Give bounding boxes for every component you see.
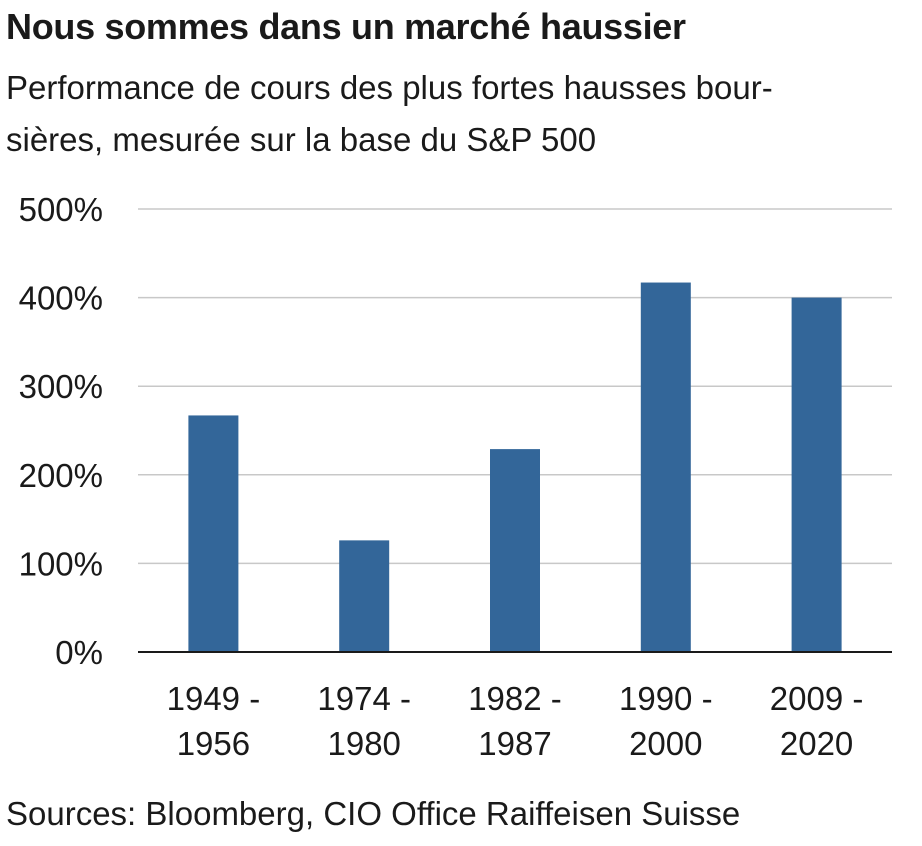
x-tick-label-line: 2000 [629, 725, 702, 762]
y-tick-label: 500% [19, 191, 103, 228]
y-tick-label: 300% [19, 368, 103, 405]
x-tick-label: 1982 - 1987 [468, 680, 562, 762]
bar [640, 282, 691, 652]
x-tick-label-line: 1949 - [167, 680, 261, 717]
x-tick-label-line: 2009 - [770, 680, 864, 717]
bar [791, 297, 842, 652]
y-tick-label: 200% [19, 457, 103, 494]
bar [339, 540, 390, 652]
y-tick-label: 400% [19, 280, 103, 317]
x-tick-label: 1974 - 1980 [317, 680, 411, 762]
chart-subtitle-line-1: Performance de cours des plus fortes hau… [6, 69, 773, 106]
x-tick-label: 1949 - 1956 [167, 680, 261, 762]
x-tick-label-line: 1982 - [468, 680, 562, 717]
x-tick-label-line: 1980 [327, 725, 400, 762]
chart-subtitle: Performance de cours des plus fortes hau… [6, 62, 911, 166]
source-note: Sources: Bloomberg, CIO Office Raiffeise… [6, 795, 741, 832]
x-tick-label-line: 1974 - [317, 680, 411, 717]
x-tick-label-line: 1956 [177, 725, 250, 762]
y-tick-label: 100% [19, 545, 103, 582]
chart-subtitle-line-2: sières, mesurée sur la base du S&P 500 [6, 121, 597, 158]
x-tick-label-line: 1990 - [619, 680, 713, 717]
x-tick-label: 1990 - 2000 [619, 680, 713, 762]
y-tick-label: 0% [55, 634, 103, 671]
chart-title: Nous sommes dans un marché haussier [6, 6, 686, 47]
x-tick-label: 2009 - 2020 [770, 680, 864, 762]
bar [490, 449, 540, 652]
x-tick-label-line: 2020 [780, 725, 853, 762]
x-tick-label-line: 1987 [478, 725, 551, 762]
bar [188, 415, 239, 652]
